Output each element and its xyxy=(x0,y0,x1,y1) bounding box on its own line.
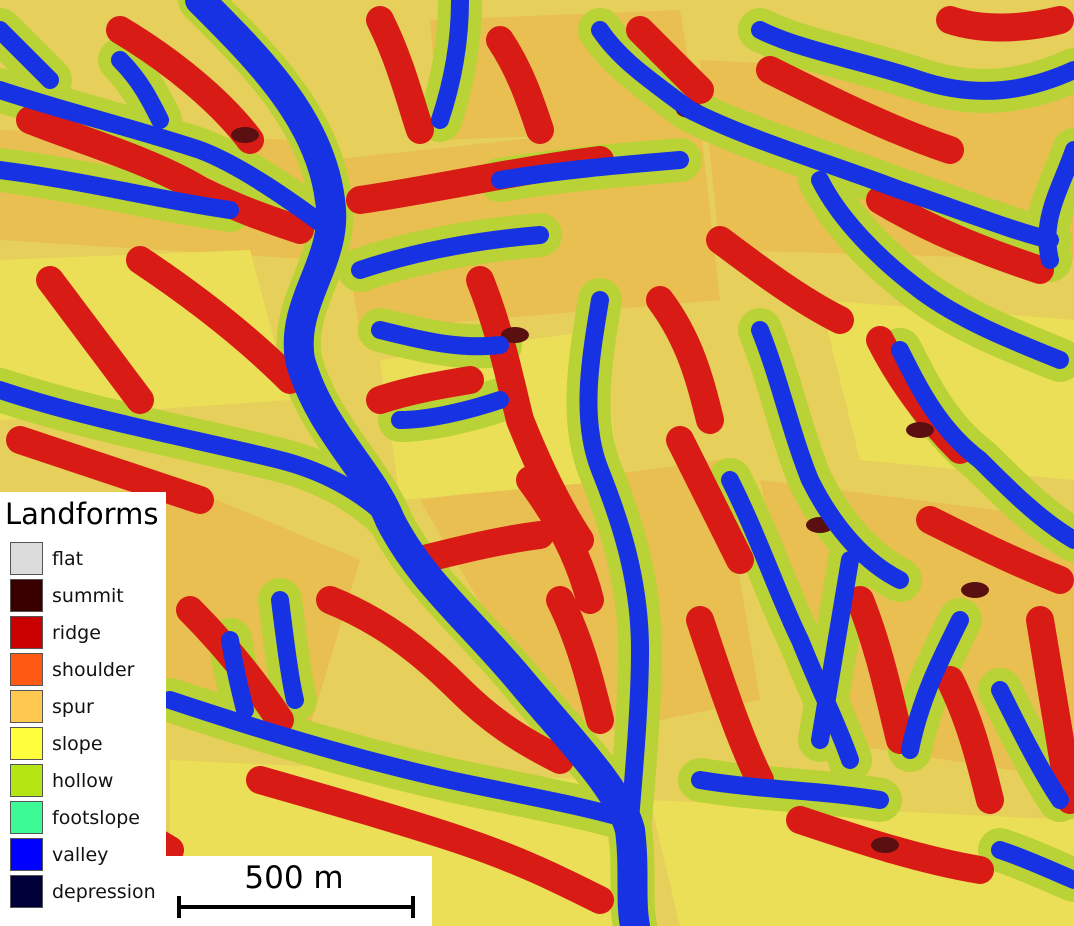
legend-swatch-spur xyxy=(10,690,43,723)
ridge-band xyxy=(666,426,754,574)
scale-bar: 500 m xyxy=(166,856,432,926)
valley-channel xyxy=(811,171,1069,369)
legend-item-shoulder: shoulder xyxy=(5,651,166,688)
legend-swatch-footslope xyxy=(10,801,43,834)
legend-item-flat: flat xyxy=(5,540,166,577)
valley-channel xyxy=(161,691,639,829)
valley-channel xyxy=(1038,141,1074,269)
legend-swatch-ridge xyxy=(10,616,43,649)
valley-channel xyxy=(221,631,254,719)
legend-item-valley: valley xyxy=(5,836,166,873)
legend-swatch-depression xyxy=(10,875,43,908)
valley-channel xyxy=(811,551,859,749)
legend-swatch-slope xyxy=(10,727,43,760)
legend-item-ridge: ridge xyxy=(5,614,166,651)
legend-swatch-shoulder xyxy=(10,653,43,686)
scale-bar-right-tick xyxy=(411,896,415,918)
ridge-band xyxy=(406,521,554,574)
ridge-band xyxy=(486,26,554,144)
scale-bar-label: 500 m xyxy=(244,860,344,896)
valley-channel xyxy=(991,841,1074,889)
legend-swatch-summit xyxy=(10,579,43,612)
summit-patch xyxy=(231,127,259,143)
valley-channel xyxy=(0,161,239,219)
valley-channel xyxy=(0,81,339,239)
valley-channel xyxy=(751,321,909,589)
valley-channel xyxy=(271,591,304,709)
valley-channel xyxy=(491,151,689,189)
legend-items: flat summit ridge shoulder spur slope ho… xyxy=(5,540,166,910)
ridge-band xyxy=(756,56,964,164)
legend-label-footslope: footslope xyxy=(52,806,140,829)
slope-patch xyxy=(650,800,1074,926)
valley-channel xyxy=(391,391,509,429)
ridge-band xyxy=(936,6,1074,42)
legend-item-summit: summit xyxy=(5,577,166,614)
valley-channel xyxy=(371,321,509,356)
ridge-band xyxy=(1026,606,1074,814)
ridge-band xyxy=(366,366,484,414)
valley-channel xyxy=(431,0,469,129)
summit-patch xyxy=(871,837,899,853)
ridge-band xyxy=(316,586,574,774)
summit-patch xyxy=(961,582,989,598)
ridge-band xyxy=(366,6,434,144)
legend-label-ridge: ridge xyxy=(52,621,101,644)
legend-label-flat: flat xyxy=(52,547,84,570)
valley-channel xyxy=(691,771,889,809)
ridge-band xyxy=(866,186,1054,284)
valley-channel xyxy=(721,471,859,769)
legend-label-depression: depression xyxy=(52,880,156,903)
legend-item-slope: slope xyxy=(5,725,166,762)
legend-swatch-valley xyxy=(10,838,43,871)
ridge-band xyxy=(126,246,304,394)
ridge-band xyxy=(36,266,154,414)
ridge-band xyxy=(626,16,714,104)
valley-channel xyxy=(991,681,1069,809)
scale-bar-line xyxy=(179,905,413,909)
map-legend: Landforms flat summit ridge shoulder spu… xyxy=(0,492,166,926)
legend-label-hollow: hollow xyxy=(52,769,114,792)
legend-label-valley: valley xyxy=(52,843,109,866)
legend-item-depression: depression xyxy=(5,873,166,910)
ridge-band xyxy=(646,286,724,434)
legend-label-spur: spur xyxy=(52,695,94,718)
valley-channel xyxy=(111,51,169,129)
valley-channel xyxy=(0,21,59,89)
legend-swatch-hollow xyxy=(10,764,43,797)
ridge-band xyxy=(516,466,604,614)
legend-title: Landforms xyxy=(5,497,159,531)
ridge-band xyxy=(546,586,614,734)
valley-channel xyxy=(579,291,649,829)
ridge-band xyxy=(846,586,914,754)
valley-channel xyxy=(0,381,399,529)
legend-label-summit: summit xyxy=(52,584,124,607)
summit-patch xyxy=(501,327,529,343)
valley-channel xyxy=(351,226,549,279)
ridge-band xyxy=(106,16,264,154)
valley-channel xyxy=(751,21,1074,100)
legend-item-spur: spur xyxy=(5,688,166,725)
ridge-band xyxy=(6,426,214,514)
ridge-band xyxy=(246,766,614,914)
ridge-band xyxy=(686,606,774,794)
valley-channel xyxy=(591,21,1059,249)
legend-item-footslope: footslope xyxy=(5,799,166,836)
ridge-band xyxy=(916,506,1074,594)
valley-channel xyxy=(891,341,1074,549)
ridge-band xyxy=(16,106,314,244)
legend-swatch-flat xyxy=(10,542,43,575)
ridge-band xyxy=(706,226,854,334)
valley-channel xyxy=(901,611,969,759)
legend-label-slope: slope xyxy=(52,732,103,755)
legend-item-hollow: hollow xyxy=(5,762,166,799)
legend-label-shoulder: shoulder xyxy=(52,658,135,681)
ridge-band xyxy=(936,666,1004,814)
summit-patch xyxy=(906,422,934,438)
